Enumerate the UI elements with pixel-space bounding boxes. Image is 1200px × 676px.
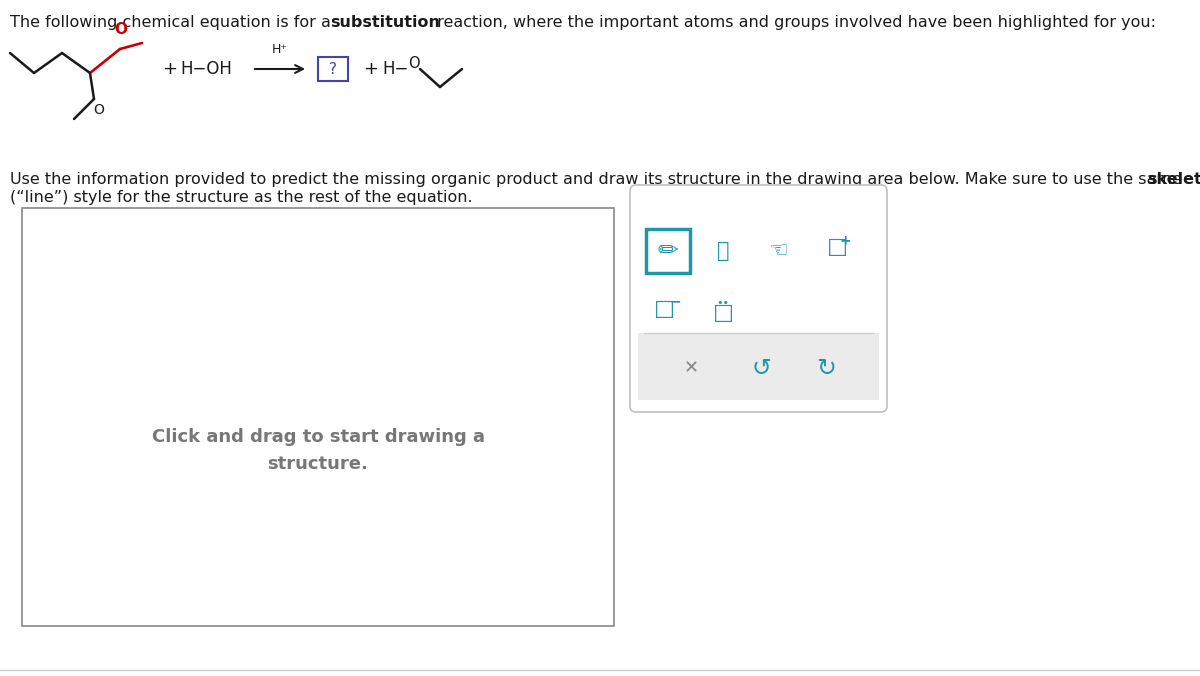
Text: Click and drag to start drawing a
structure.: Click and drag to start drawing a struct… xyxy=(151,428,485,473)
Text: H−: H− xyxy=(382,60,408,78)
Bar xyxy=(318,57,348,81)
Bar xyxy=(646,229,690,273)
Text: ⬧: ⬧ xyxy=(716,241,730,261)
Text: □: □ xyxy=(713,303,733,323)
Text: ↻: ↻ xyxy=(816,356,836,380)
Text: ✏: ✏ xyxy=(658,239,678,263)
Text: +: + xyxy=(162,60,178,78)
Text: □: □ xyxy=(827,237,847,257)
Text: reaction, where the important atoms and groups involved have been highlighted fo: reaction, where the important atoms and … xyxy=(432,15,1156,30)
Text: O: O xyxy=(408,57,420,72)
Text: ☜: ☜ xyxy=(768,241,788,261)
Bar xyxy=(638,333,878,400)
Bar xyxy=(22,208,614,626)
Text: ✕: ✕ xyxy=(684,359,698,377)
Text: Use the information provided to predict the missing organic product and draw its: Use the information provided to predict … xyxy=(10,172,1187,187)
Text: ••: •• xyxy=(716,298,730,308)
Text: −: − xyxy=(670,294,680,308)
Text: +: + xyxy=(839,234,851,248)
Text: skeletal: skeletal xyxy=(1147,172,1200,187)
Text: O: O xyxy=(114,22,127,37)
Text: O: O xyxy=(94,103,104,117)
FancyBboxPatch shape xyxy=(630,185,887,412)
Text: H⁺: H⁺ xyxy=(272,43,288,56)
Text: □: □ xyxy=(654,299,674,319)
Text: substitution: substitution xyxy=(330,15,440,30)
Text: The following chemical equation is for a: The following chemical equation is for a xyxy=(10,15,336,30)
Text: ↺: ↺ xyxy=(751,356,770,380)
Text: ?: ? xyxy=(329,62,337,76)
Text: H−OH: H−OH xyxy=(180,60,232,78)
Text: +: + xyxy=(364,60,378,78)
Text: (“line”) style for the structure as the rest of the equation.: (“line”) style for the structure as the … xyxy=(10,190,473,205)
